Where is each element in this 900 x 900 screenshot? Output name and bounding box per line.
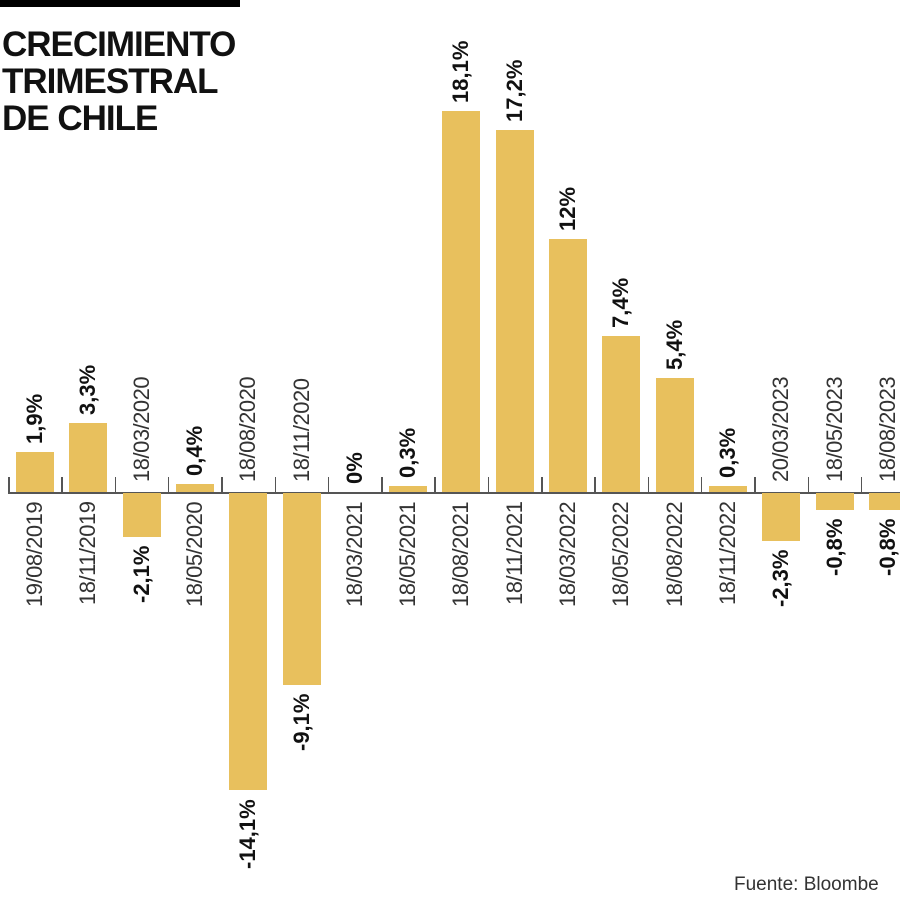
value-label: 18,1% (448, 40, 474, 103)
category-label: 20/03/2023 (768, 376, 794, 482)
axis-tick (860, 477, 863, 493)
value-label: 12% (555, 187, 580, 232)
value-label: 5,4% (661, 320, 687, 371)
bar (175, 483, 214, 492)
bar (442, 110, 481, 492)
bar (495, 129, 534, 492)
value-label: -0,8% (874, 518, 900, 576)
value-label: -2,3% (768, 549, 794, 608)
value-label: 0% (341, 452, 367, 484)
title-line-3: DE CHILE (2, 99, 158, 138)
axis-tick (327, 477, 330, 493)
category-label: 19/08/2019 (22, 501, 47, 607)
category-label: 18/05/2023 (821, 376, 847, 482)
title-line-2: TRIMESTRAL (2, 62, 219, 101)
axis-tick (487, 477, 490, 493)
category-label: 18/05/2020 (181, 501, 207, 607)
bar (815, 493, 854, 510)
title-line-1: CRECIMIENTO (2, 25, 236, 64)
axis-tick (594, 477, 596, 493)
value-label: 0,3% (395, 427, 421, 478)
value-label: 7,4% (608, 278, 634, 329)
bar (655, 378, 694, 492)
category-label: 18/08/2020 (235, 376, 261, 482)
category-label: 18/03/2022 (555, 501, 580, 607)
bar (229, 493, 268, 790)
value-label: 1,9% (22, 393, 47, 444)
value-label: 0,3% (714, 427, 740, 478)
category-label: 18/11/2020 (288, 378, 314, 482)
value-label: -14,1% (235, 799, 261, 869)
category-label: 18/03/2021 (341, 501, 367, 607)
value-label: -9,1% (288, 693, 314, 751)
bar (762, 493, 801, 542)
category-label: 18/08/2021 (448, 501, 474, 607)
axis-tick (807, 477, 809, 493)
axis-tick (541, 477, 543, 493)
category-label: 18/08/2022 (661, 501, 687, 607)
bar (122, 493, 161, 538)
chart-title: CRECIMIENTO TRIMESTRAL DE CHILE (2, 25, 236, 138)
axis-tick (700, 477, 703, 493)
category-label: 18/11/2021 (501, 501, 527, 605)
bar (708, 485, 747, 492)
axis-tick (8, 477, 10, 493)
title-rule (0, 0, 240, 7)
axis-tick (61, 477, 63, 493)
value-label: -0,8% (821, 518, 847, 576)
category-label: 18/03/2020 (128, 376, 154, 482)
category-label: 18/05/2022 (608, 501, 634, 607)
value-label: 3,3% (75, 364, 101, 415)
axis-tick (274, 477, 276, 493)
value-label: -2,1% (128, 545, 154, 604)
bar (389, 485, 428, 492)
axis-tick (381, 477, 383, 493)
axis-tick (167, 477, 170, 493)
axis-tick (114, 477, 117, 493)
bar (16, 452, 54, 492)
category-label: 18/11/2019 (75, 501, 101, 605)
axis-tick (434, 477, 436, 493)
value-label: 0,4% (181, 425, 207, 476)
axis-tick (754, 477, 756, 493)
bar (282, 493, 321, 685)
axis-tick (647, 477, 650, 493)
value-label: 17,2% (501, 59, 527, 122)
bar (602, 336, 641, 492)
bar (868, 493, 900, 510)
x-axis-line (8, 492, 900, 494)
category-label: 18/05/2021 (395, 501, 421, 607)
bar (549, 239, 587, 492)
bar (69, 422, 108, 492)
source-note: Fuente: Bloombe (734, 874, 879, 895)
category-label: 18/11/2022 (714, 501, 740, 605)
axis-tick (221, 477, 223, 493)
category-label: 18/08/2023 (874, 376, 900, 482)
